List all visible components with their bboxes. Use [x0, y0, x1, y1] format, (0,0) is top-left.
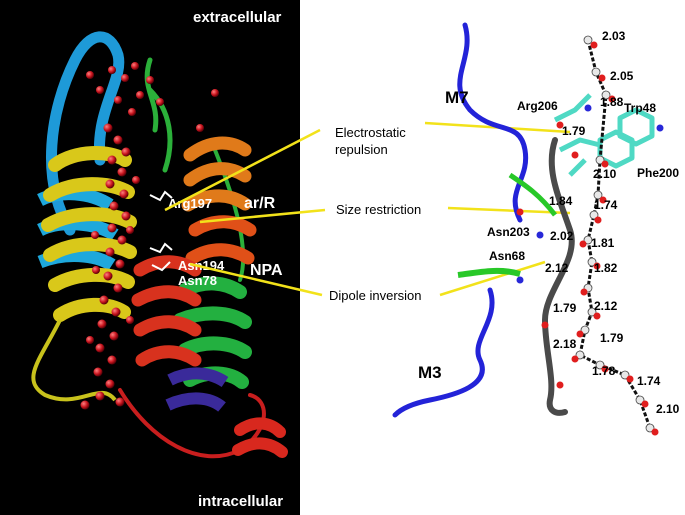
dipole-callout: Dipole inversion: [329, 288, 422, 303]
size-line-left: [199, 208, 326, 224]
distance-label: 2.18: [553, 337, 577, 351]
water-channel: [80, 62, 219, 410]
distance-label: 1.78: [592, 364, 616, 378]
size-callout: Size restriction: [336, 202, 421, 217]
distance-label: 1.74: [594, 198, 618, 212]
asn68-label: Asn68: [489, 249, 525, 263]
distance-label: 1.74: [637, 374, 661, 388]
arg197-label: Arg197: [168, 196, 212, 211]
npa-label: NPA: [250, 262, 283, 279]
extracellular-label: extracellular: [193, 9, 282, 26]
distance-labels: 2.03 2.05 1.88 1.79 2.10 1.84 1.74 2.02 …: [545, 29, 680, 416]
asn203-label: Asn203: [487, 225, 530, 239]
water-chain-panel: M7 M3 Arg206 Trp48 Phe200 Asn203 Asn68 2…: [392, 22, 680, 436]
intracellular-label: intracellular: [198, 493, 283, 510]
distance-label: 1.81: [591, 236, 615, 250]
orange-helix: [181, 136, 257, 265]
water-molecules: [516, 35, 664, 436]
m3-label: M3: [418, 363, 442, 382]
trp48-label: Trp48: [624, 101, 656, 115]
protein-structure-panel: extracellular intracellular Arg197 ar/R …: [0, 0, 300, 515]
helix-m3: [392, 287, 495, 418]
dipole-line-right: [439, 260, 546, 297]
green-segment-top: [508, 172, 557, 217]
asn78-label: Asn78: [178, 273, 217, 288]
distance-label: 1.88: [600, 95, 624, 109]
distance-label: 2.10: [656, 402, 680, 416]
green-segment-bottom: [457, 267, 521, 278]
distance-label: 2.05: [610, 69, 634, 83]
distance-label: 2.12: [545, 261, 569, 275]
purple-helix: [165, 367, 229, 412]
electrostatic-line-left: [164, 128, 321, 212]
distance-label: 2.12: [594, 299, 618, 313]
ar-r-label: ar/R: [244, 195, 276, 212]
arg206-label: Arg206: [517, 99, 558, 113]
backbone-tube: [541, 137, 575, 416]
electrostatic-callout-line1: Electrostatic: [335, 125, 406, 140]
m7-label: M7: [445, 88, 469, 107]
phe200-label: Phe200: [637, 166, 679, 180]
distance-label: 1.82: [594, 261, 618, 275]
distance-label: 1.79: [553, 301, 577, 315]
electrostatic-callout-line2: repulsion: [335, 142, 388, 157]
helix-m7: [457, 22, 529, 223]
distance-label: 1.79: [600, 331, 624, 345]
distance-label: 2.02: [550, 229, 574, 243]
distance-label: 1.84: [549, 194, 573, 208]
distance-label: 2.10: [593, 167, 617, 181]
distance-label: 2.03: [602, 29, 626, 43]
residue-sticks: [149, 190, 173, 272]
dipole-line-left: [189, 262, 323, 297]
distance-label: 1.79: [562, 124, 586, 138]
